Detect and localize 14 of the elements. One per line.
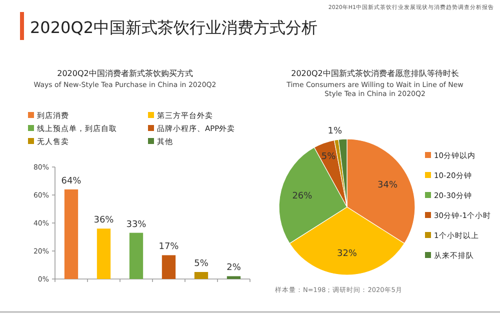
data-label: 1%	[328, 126, 342, 136]
data-label: 36%	[94, 216, 114, 226]
data-label: 32%	[336, 249, 358, 260]
data-label: 34%	[378, 180, 398, 191]
text: 2020Q2中国新式茶饮行业消费方式分析	[30, 18, 318, 37]
data-label: 5%	[194, 259, 209, 269]
data-label: 2%	[226, 263, 242, 274]
data-label: 5%	[321, 152, 336, 162]
data-label: 33%	[126, 220, 147, 230]
data-label: 26%	[292, 192, 313, 202]
data-label: 17%	[158, 242, 180, 252]
data-label: 64%	[61, 176, 82, 186]
chart-title: 2020Q2中国消费者新式茶饮购买方式	[57, 69, 193, 78]
chart-title: 2020Q2中国新式茶饮消费者愿意排队等待时长	[291, 69, 459, 78]
